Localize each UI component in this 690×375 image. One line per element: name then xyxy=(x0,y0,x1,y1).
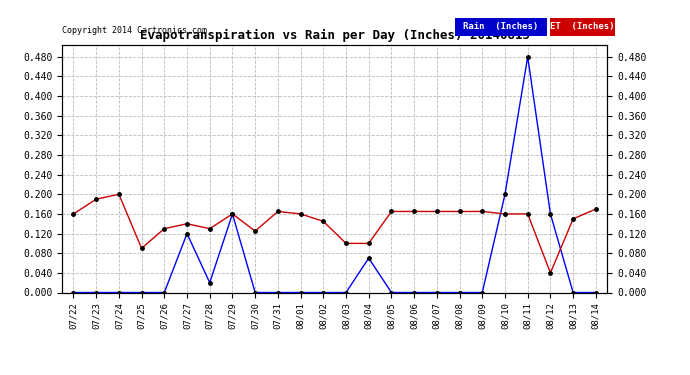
Text: ET  (Inches): ET (Inches) xyxy=(551,22,615,32)
FancyBboxPatch shape xyxy=(455,18,547,36)
Text: Rain  (Inches): Rain (Inches) xyxy=(463,22,538,32)
Text: Copyright 2014 Cartronics.com: Copyright 2014 Cartronics.com xyxy=(62,26,207,35)
FancyBboxPatch shape xyxy=(550,18,615,36)
Title: Evapotranspiration vs Rain per Day (Inches) 20140815: Evapotranspiration vs Rain per Day (Inch… xyxy=(139,29,530,42)
